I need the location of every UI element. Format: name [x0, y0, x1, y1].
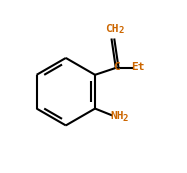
Text: C: C [113, 62, 120, 72]
Text: 2: 2 [123, 113, 128, 123]
Text: Et: Et [131, 62, 145, 72]
Text: NH: NH [110, 111, 123, 121]
Text: CH: CH [106, 24, 119, 34]
Text: 2: 2 [119, 26, 124, 35]
